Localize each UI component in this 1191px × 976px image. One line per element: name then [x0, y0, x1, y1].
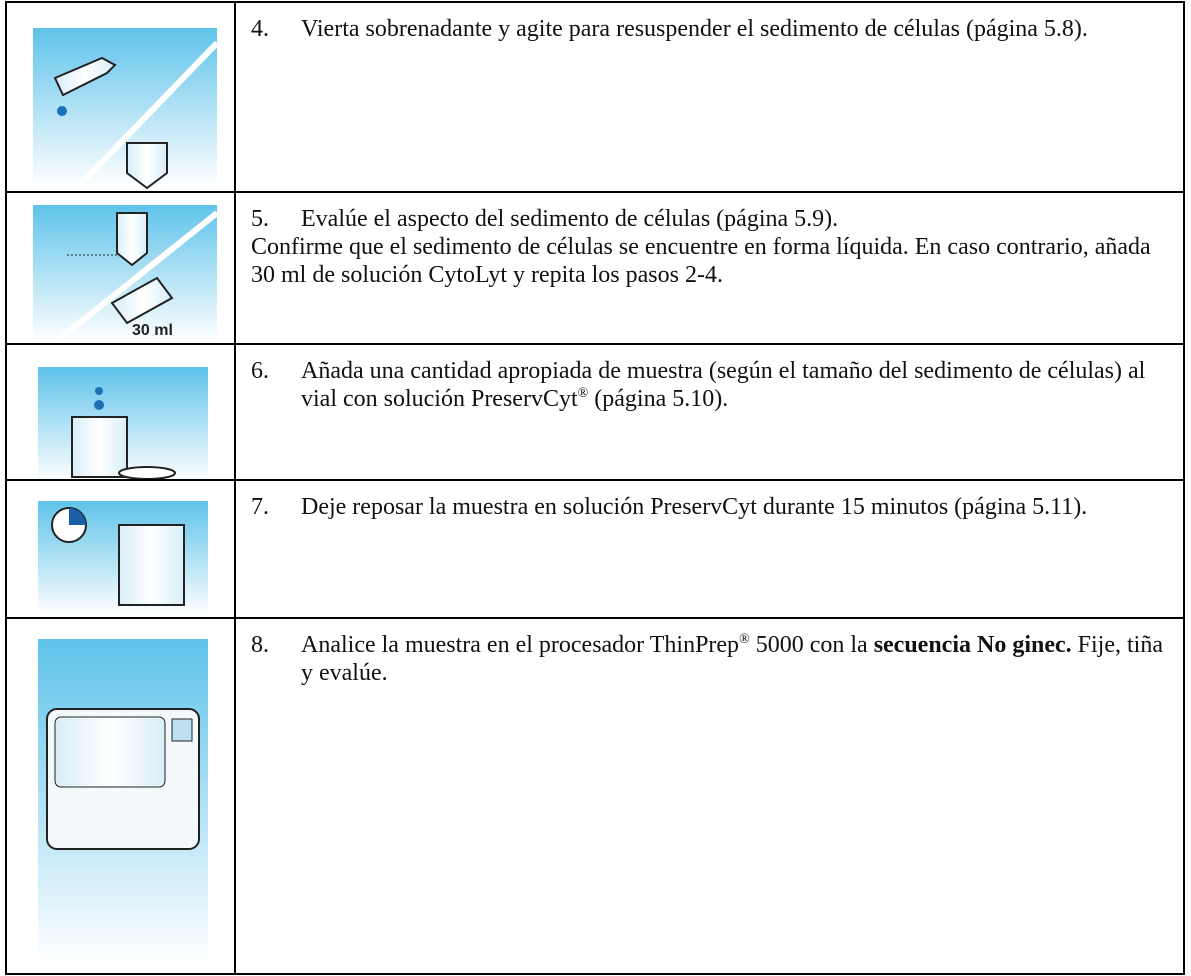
step-row: 8. Analice la muestra en el procesador Th…: [5, 617, 1185, 975]
step-row: 4. Vierta sobrenadante y agite para resus…: [5, 1, 1185, 191]
step-text: 4. Vierta sobrenadante y agite para resus…: [251, 15, 1171, 43]
step-note: Confirme que el sedimento de células se …: [251, 234, 1151, 288]
step-number: 8.: [251, 632, 269, 658]
step-instruction: Analice la muestra en el procesador Thin…: [301, 632, 740, 658]
step-text: 7. Deje reposar la muestra en solución Pr…: [251, 493, 1171, 521]
step-number: 6.: [251, 358, 269, 384]
step-instruction: Evalúe el aspecto del sedimento de célul…: [301, 206, 839, 232]
sequence-name: secuencia No ginec.: [873, 632, 1072, 658]
registered-mark: ®: [739, 632, 750, 647]
step-number: 7.: [251, 494, 269, 520]
step-instruction: Añada una cantidad apropiada de muestra …: [301, 358, 1146, 412]
step-text: 6. Añada una cantidad apropiada de muestr…: [251, 357, 1171, 413]
step-icon: [38, 345, 236, 479]
step-icon: [38, 619, 236, 973]
step-row: 6. Añada una cantidad apropiada de muestr…: [5, 343, 1185, 479]
step-icon: [33, 3, 236, 191]
step-row: 30 ml 5. Evalúe el aspecto del sedimento …: [5, 191, 1185, 343]
step-instruction: Fije, tiña y evalúe.: [301, 632, 1163, 686]
step-instruction: Vierta sobrenadante y agite para resuspe…: [301, 16, 1088, 42]
step-instruction: (página 5.10).: [588, 386, 729, 412]
step-icon: 30 ml: [33, 193, 236, 343]
step-number: 5.: [251, 206, 269, 232]
step-text: 8. Analice la muestra en el procesador Th…: [251, 631, 1171, 687]
step-number: 4.: [251, 16, 269, 42]
icon-label: 30 ml: [132, 322, 173, 339]
step-icon: [38, 481, 236, 617]
registered-mark: ®: [577, 386, 589, 401]
step-instruction: Deje reposar la muestra en solución Pres…: [301, 494, 1088, 520]
step-text: 5. Evalúe el aspecto del sedimento de cél…: [251, 205, 1171, 289]
step-row: 7. Deje reposar la muestra en solución Pr…: [5, 479, 1185, 617]
step-instruction: 5000 con la: [749, 632, 874, 658]
